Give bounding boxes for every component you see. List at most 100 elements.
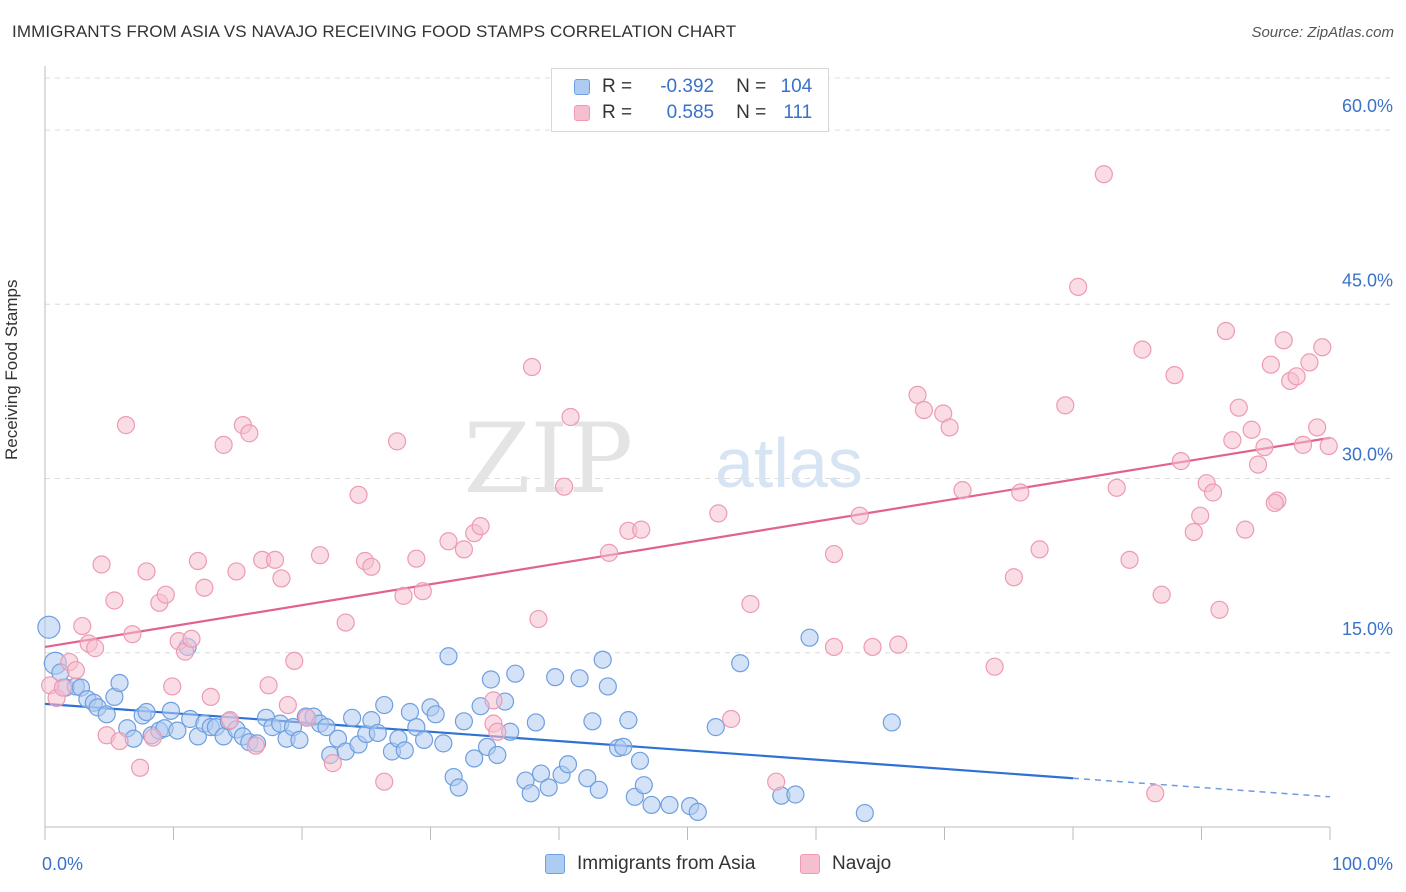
bottom-legend-label-asia: Immigrants from Asia — [577, 853, 756, 874]
data-point — [265, 550, 285, 569]
bottom-legend-label-navajo: Navajo — [832, 853, 892, 874]
axes — [44, 66, 1331, 840]
data-point — [619, 711, 638, 730]
data-point — [1069, 277, 1088, 296]
data-point — [259, 676, 278, 695]
data-point — [413, 582, 432, 601]
data-point — [317, 718, 336, 737]
data-point — [642, 795, 661, 815]
data-point — [143, 728, 163, 747]
data-point — [722, 709, 741, 729]
data-point — [1171, 452, 1191, 471]
data-point — [439, 532, 458, 551]
data-point — [1056, 396, 1075, 415]
data-point — [706, 718, 725, 737]
data-point — [137, 562, 156, 581]
data-point — [97, 705, 116, 724]
legend-swatch-asia — [574, 79, 590, 95]
data-point — [985, 657, 1004, 676]
data-point — [1120, 550, 1139, 569]
data-point — [1191, 506, 1210, 525]
data-point — [558, 755, 578, 774]
data-point — [449, 778, 468, 797]
data-point — [168, 721, 187, 740]
data-point — [110, 673, 129, 693]
data-point — [92, 555, 111, 574]
data-point — [471, 517, 490, 536]
bottom-legend-swatch-asia — [545, 854, 565, 874]
data-point — [908, 385, 927, 405]
data-point — [343, 708, 362, 727]
data-point — [521, 784, 540, 803]
trend-line-extension — [1072, 777, 1331, 798]
data-point — [272, 569, 291, 588]
watermark-zip: ZIP — [464, 403, 633, 515]
data-point — [614, 737, 633, 756]
data-point — [1152, 585, 1171, 604]
legend-r-value-asia: -0.392 — [660, 76, 715, 97]
data-point — [1011, 483, 1030, 502]
data-point — [578, 769, 597, 788]
x-tick-label-max: 100.0% — [1332, 854, 1393, 874]
data-point — [285, 651, 304, 671]
data-point — [529, 609, 548, 629]
x-tick-label-min: 0.0% — [42, 854, 83, 874]
y-tick-label: 60.0% — [1342, 96, 1393, 116]
watermark: ZIP atlas — [464, 403, 863, 515]
data-point — [593, 650, 612, 669]
data-point — [161, 701, 181, 720]
data-point — [434, 734, 453, 753]
data-point — [1133, 340, 1152, 359]
bottom-legend-swatch-navajo — [800, 854, 820, 874]
data-point — [137, 702, 156, 722]
data-point — [1030, 540, 1049, 559]
data-point — [1248, 455, 1268, 474]
data-point — [546, 668, 565, 687]
data-point — [630, 751, 650, 770]
data-point — [1293, 435, 1313, 454]
data-point — [66, 661, 85, 680]
legend-n-value-asia: 104 — [780, 76, 813, 97]
data-point — [105, 591, 124, 610]
trend-line-asia — [44, 702, 1074, 780]
data-point — [1300, 353, 1319, 372]
data-point — [561, 407, 580, 427]
legend-n-label: N = — [736, 76, 767, 97]
data-point — [130, 758, 150, 777]
data-point — [850, 506, 869, 525]
data-point — [1210, 600, 1229, 619]
data-point — [368, 723, 387, 743]
data-point — [600, 543, 619, 562]
data-point — [1146, 784, 1165, 803]
data-point — [863, 637, 882, 657]
data-point — [800, 628, 819, 647]
data-point — [375, 695, 394, 715]
data-point — [375, 772, 394, 791]
data-point — [767, 772, 786, 791]
bottom-legend-navajo: Navajo — [800, 852, 891, 876]
data-point — [531, 764, 551, 783]
data-point — [400, 702, 420, 722]
data-point — [336, 613, 355, 632]
data-point — [914, 400, 934, 420]
data-point — [426, 705, 445, 724]
data-point — [1165, 366, 1184, 385]
data-point — [188, 551, 208, 571]
y-axis-label: Receiving Food Stamps — [2, 279, 21, 460]
data-point — [387, 432, 407, 451]
data-point — [349, 485, 368, 504]
data-point — [414, 730, 434, 749]
legend-n-value-navajo: 111 — [783, 102, 813, 123]
data-point — [73, 616, 92, 636]
data-point — [407, 549, 426, 568]
legend-r-label: R = — [602, 76, 633, 97]
data-point — [156, 585, 175, 604]
data-points — [37, 165, 1338, 823]
data-point — [583, 712, 602, 731]
data-point — [598, 677, 617, 696]
data-point — [227, 562, 246, 581]
data-point — [246, 736, 265, 755]
data-point — [522, 357, 542, 377]
data-point — [1229, 398, 1248, 417]
